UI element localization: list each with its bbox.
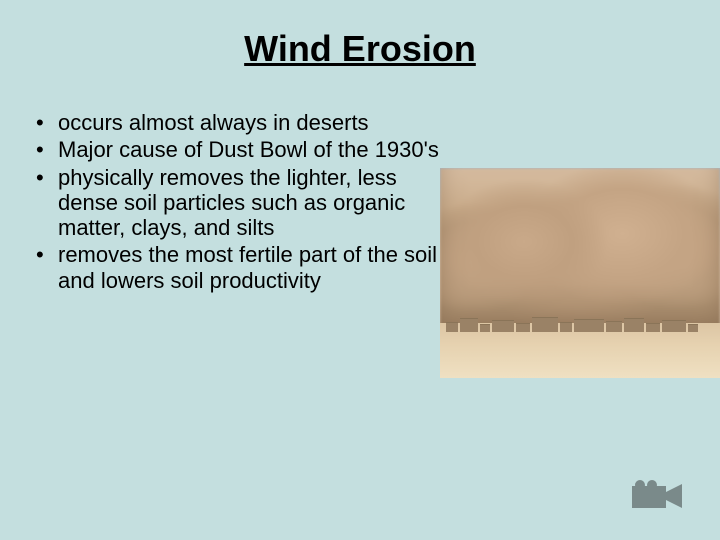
- video-camera-icon[interactable]: [632, 480, 684, 512]
- bullet-item: occurs almost always in deserts: [32, 110, 440, 135]
- slide-title: Wind Erosion: [0, 0, 720, 70]
- image-dust-cloud: [440, 168, 720, 332]
- building: [492, 320, 514, 332]
- building: [606, 321, 622, 332]
- bullet-list: occurs almost always in deserts Major ca…: [32, 110, 440, 295]
- image-buildings: [440, 314, 720, 332]
- building: [446, 322, 458, 332]
- building: [624, 318, 644, 332]
- building: [460, 318, 478, 332]
- building: [688, 324, 698, 332]
- dust-storm-image: [440, 168, 720, 378]
- building: [574, 319, 604, 332]
- building: [560, 322, 572, 332]
- building: [480, 324, 490, 332]
- building: [646, 323, 660, 332]
- bullet-item: physically removes the lighter, less den…: [32, 165, 440, 241]
- bullet-item: removes the most fertile part of the soi…: [32, 242, 440, 293]
- building: [662, 320, 686, 332]
- building: [516, 323, 530, 332]
- bullet-item: Major cause of Dust Bowl of the 1930's: [32, 137, 440, 162]
- building: [532, 317, 558, 332]
